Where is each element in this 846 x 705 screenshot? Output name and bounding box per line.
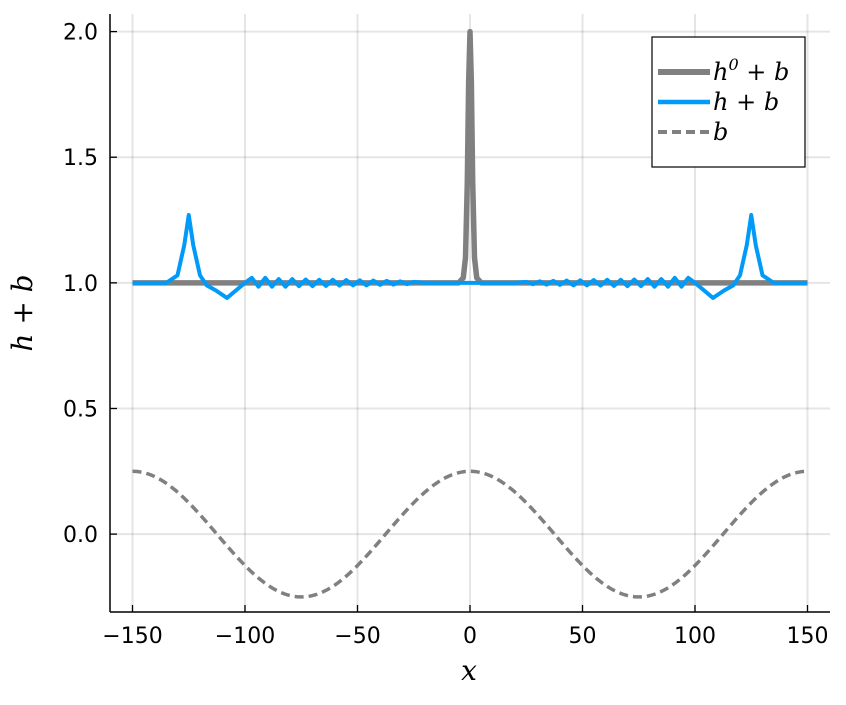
legend-label-b: b [713, 118, 728, 146]
x-ticks: −150 −100 −50 0 50 100 150 [102, 605, 829, 649]
y-tick-label: 0.0 [63, 523, 98, 548]
x-tick-label: −150 [102, 624, 162, 649]
legend-label-h-plus-b: h + b [713, 88, 779, 116]
series-line-b [132, 469, 808, 599]
x-axis-label: x [461, 654, 477, 687]
x-tick-label: −50 [334, 624, 380, 649]
x-tick-label: 0 [463, 624, 477, 649]
legend-label-h0-plus-b: h0 + b [713, 55, 789, 86]
y-tick-label: 1.0 [63, 272, 98, 297]
x-tick-label: 100 [674, 624, 716, 649]
legend: h0 + bh + bb [651, 36, 806, 168]
y-axis-label: h + b [6, 274, 39, 351]
x-tick-label: −100 [215, 624, 275, 649]
y-tick-label: 1.5 [63, 146, 98, 171]
y-tick-label: 2.0 [63, 21, 98, 46]
x-tick-label: 150 [787, 624, 829, 649]
series-layer [132, 28, 808, 599]
x-tick-label: 50 [569, 624, 597, 649]
y-tick-label: 0.5 [63, 397, 98, 422]
y-ticks: 0.0 0.5 1.0 1.5 2.0 [63, 21, 117, 548]
series-line-h-plus-b [132, 213, 808, 300]
